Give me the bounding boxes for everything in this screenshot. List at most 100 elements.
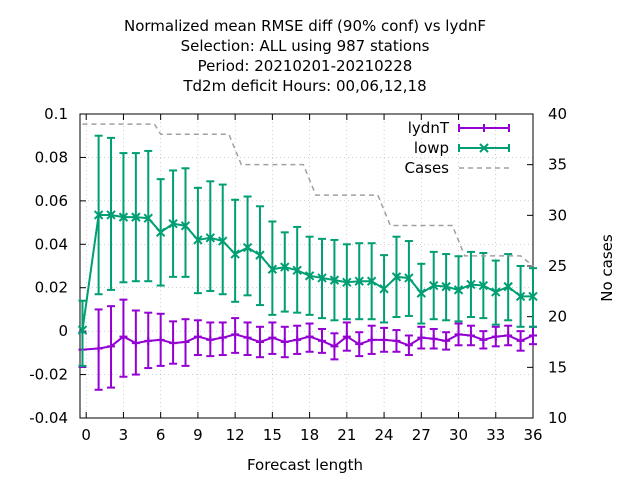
data-point <box>144 336 153 345</box>
data-point <box>193 332 202 341</box>
data-point <box>342 332 351 341</box>
x-tick-label: 6 <box>156 426 166 444</box>
data-point <box>329 275 340 285</box>
data-point <box>479 335 488 344</box>
data-point <box>169 339 178 348</box>
series-lowp <box>77 134 538 367</box>
data-point <box>206 335 215 344</box>
data-point <box>354 276 364 286</box>
data-point <box>268 333 277 342</box>
legend-label-cases: Cases <box>404 159 449 177</box>
y2-tick-label: 25 <box>548 257 567 275</box>
data-point <box>193 235 203 245</box>
x-tick-label: 3 <box>119 426 129 444</box>
data-point <box>379 284 389 294</box>
data-point <box>318 336 327 345</box>
x-tick-label: 33 <box>486 426 505 444</box>
data-point <box>168 218 178 229</box>
data-point <box>503 281 513 292</box>
data-point <box>230 249 240 259</box>
data-point <box>119 332 128 341</box>
data-point <box>106 210 116 220</box>
data-point <box>515 291 526 302</box>
data-point <box>441 281 451 292</box>
x-tick-label: 30 <box>449 426 468 444</box>
data-point <box>342 277 352 287</box>
data-point <box>143 213 153 223</box>
title-line-3: Period: 20210201-20210228 <box>198 57 413 75</box>
data-point <box>391 272 402 282</box>
x-tick-label: 24 <box>375 426 394 444</box>
data-point <box>442 336 451 345</box>
x-tick-label: 27 <box>412 426 431 444</box>
y2-tick-label: 10 <box>548 409 567 427</box>
x-tick-label: 21 <box>337 426 356 444</box>
y-tick-label: 0.08 <box>35 148 68 166</box>
data-point <box>205 233 216 243</box>
data-point <box>366 276 377 286</box>
data-point <box>491 332 500 341</box>
data-point <box>231 330 240 339</box>
data-point <box>478 280 489 291</box>
data-point <box>367 335 376 344</box>
y2-tick-label: 20 <box>548 308 567 326</box>
data-point <box>155 227 166 238</box>
data-point <box>181 338 190 346</box>
data-point <box>516 336 525 345</box>
legend: lydnT lowp Cases <box>404 119 510 177</box>
data-point <box>355 340 364 349</box>
series-lydnt <box>78 298 537 391</box>
axes: 0 3 6 9 12 15 18 21 24 27 30 33 36-0.04-0.0200.020.0… <box>29 105 567 444</box>
data-point <box>404 273 414 283</box>
x-tick-label: 36 <box>523 426 542 444</box>
data-point <box>466 331 475 340</box>
data-point <box>528 291 538 302</box>
data-point <box>255 338 264 346</box>
data-point <box>330 342 339 351</box>
y-tick-label: 0.04 <box>35 235 68 253</box>
data-point <box>293 335 302 344</box>
data-point <box>131 339 140 348</box>
data-point <box>292 265 302 276</box>
series-cases <box>82 123 534 267</box>
y-tick-label: -0.02 <box>29 366 68 384</box>
y2-tick-label: 35 <box>548 156 567 174</box>
data-point <box>94 344 103 353</box>
data-point <box>429 280 439 291</box>
y2-tick-label: 15 <box>548 358 567 376</box>
y2-tick-label: 30 <box>548 206 567 224</box>
x-axis-label: Forecast length <box>247 456 363 474</box>
data-point <box>317 273 327 283</box>
data-point <box>267 264 278 274</box>
data-point <box>304 271 315 281</box>
data-point <box>156 335 165 344</box>
data-point <box>255 250 265 260</box>
legend-label-lowp: lowp <box>414 139 449 157</box>
data-point <box>280 338 289 346</box>
data-point <box>118 212 129 222</box>
x-tick-label: 18 <box>300 426 319 444</box>
title-line-2: Selection: ALL using 987 stations <box>181 37 430 55</box>
title-line-1: Normalized mean RMSE diff (90% conf) vs … <box>124 17 486 35</box>
y-tick-label: 0 <box>58 322 68 340</box>
x-tick-label: 0 <box>81 426 91 444</box>
data-point <box>416 288 427 298</box>
data-point <box>180 221 191 231</box>
data-point <box>392 336 401 345</box>
x-tick-label: 12 <box>226 426 245 444</box>
legend-marker <box>480 124 488 132</box>
data-point <box>429 334 438 343</box>
x-tick-label: 9 <box>193 426 203 444</box>
data-point <box>417 333 426 342</box>
y-tick-label: 0.02 <box>35 279 68 297</box>
data-point <box>218 236 228 246</box>
y-tick-label: 0.1 <box>44 105 68 123</box>
data-point <box>107 342 116 351</box>
x-tick-label: 15 <box>263 426 282 444</box>
y2-tick-label: 40 <box>548 105 567 123</box>
data-point <box>243 333 252 342</box>
chart-title: Normalized mean RMSE diff (90% conf) vs … <box>124 17 486 95</box>
data-point <box>305 332 314 341</box>
